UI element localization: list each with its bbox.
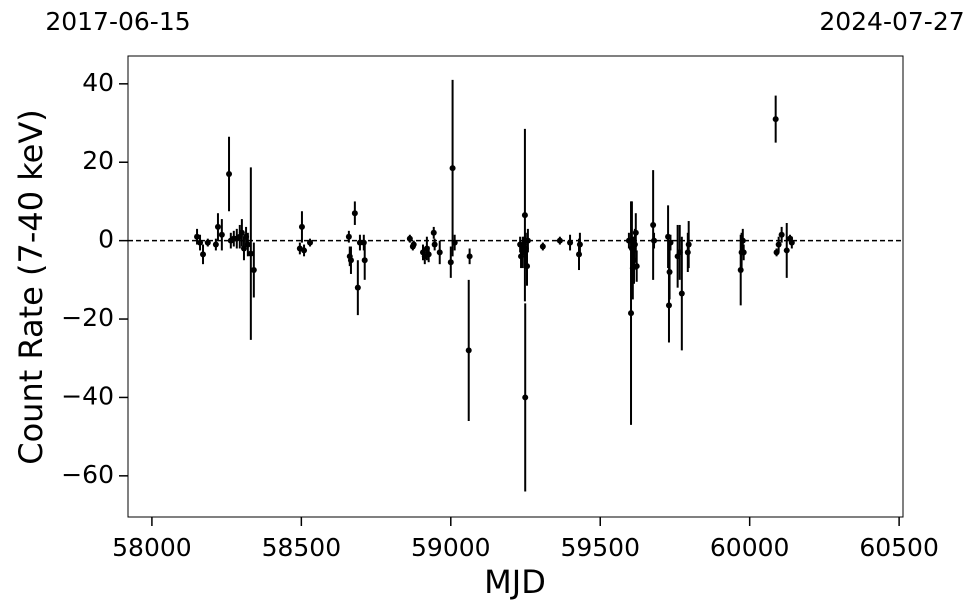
data-point xyxy=(197,239,204,246)
data-point xyxy=(410,241,417,248)
data-point xyxy=(447,259,454,266)
data-point xyxy=(244,241,251,248)
data-point xyxy=(667,239,674,246)
data-point xyxy=(466,253,473,260)
data-point xyxy=(307,239,314,246)
data-point xyxy=(772,116,779,123)
data-point xyxy=(238,229,245,236)
data-point xyxy=(301,247,308,254)
data-point xyxy=(666,268,673,275)
data-point xyxy=(449,165,456,172)
data-point xyxy=(665,302,672,309)
data-point xyxy=(633,263,640,270)
data-point xyxy=(218,231,225,238)
data-point xyxy=(567,239,574,246)
data-point xyxy=(539,243,546,250)
data-point xyxy=(556,237,563,244)
data-point xyxy=(361,257,368,264)
data-point xyxy=(204,239,211,246)
data-point xyxy=(212,241,219,248)
data-point xyxy=(430,229,437,236)
data-point xyxy=(406,235,413,242)
data-point xyxy=(524,263,531,270)
data-point xyxy=(200,251,207,258)
data-point xyxy=(778,231,785,238)
data-point xyxy=(354,284,361,291)
data-point xyxy=(298,223,305,230)
data-point xyxy=(247,250,254,257)
data-point xyxy=(740,249,747,256)
x-tick-label: 60000 xyxy=(710,533,790,562)
data-point xyxy=(431,241,438,248)
data-point xyxy=(651,237,658,244)
data-point xyxy=(628,310,635,317)
data-point xyxy=(521,212,528,219)
data-point xyxy=(783,247,790,254)
data-point xyxy=(194,233,201,240)
data-point xyxy=(240,245,247,252)
y-axis-label: Count Rate (7-40 keV) xyxy=(12,109,50,464)
data-point xyxy=(576,241,583,248)
data-point xyxy=(775,241,782,248)
y-tick-label: −20 xyxy=(61,303,114,332)
top-right-label: 2024-07-27 xyxy=(819,7,964,36)
y-tick-label: 0 xyxy=(98,225,114,254)
x-axis-label: MJD xyxy=(484,563,546,601)
data-point xyxy=(650,221,657,228)
x-tick-label: 59000 xyxy=(411,533,491,562)
data-point xyxy=(465,347,472,354)
y-tick-label: 20 xyxy=(82,146,114,175)
data-point xyxy=(524,237,531,244)
data-point xyxy=(451,239,458,246)
data-point xyxy=(632,229,639,236)
data-point xyxy=(250,267,257,274)
data-point xyxy=(347,257,354,264)
y-tick-label: 40 xyxy=(82,68,114,97)
data-point xyxy=(345,233,352,240)
data-point xyxy=(214,223,221,230)
x-tick-label: 58500 xyxy=(262,533,342,562)
data-point xyxy=(436,249,443,256)
data-point xyxy=(351,210,358,217)
top-left-label: 2017-06-15 xyxy=(45,7,190,36)
data-point xyxy=(739,237,746,244)
x-tick-label: 59500 xyxy=(560,533,640,562)
y-tick-label: −60 xyxy=(61,460,114,489)
data-point xyxy=(685,241,692,248)
plot-frame xyxy=(127,55,904,518)
x-tick-label: 60500 xyxy=(859,533,939,562)
data-point xyxy=(522,394,529,401)
data-point xyxy=(788,239,795,246)
data-point xyxy=(425,251,432,258)
data-point xyxy=(226,170,233,177)
y-tick-label: −40 xyxy=(61,381,114,410)
data-point xyxy=(678,290,685,297)
x-tick-label: 58000 xyxy=(112,533,192,562)
